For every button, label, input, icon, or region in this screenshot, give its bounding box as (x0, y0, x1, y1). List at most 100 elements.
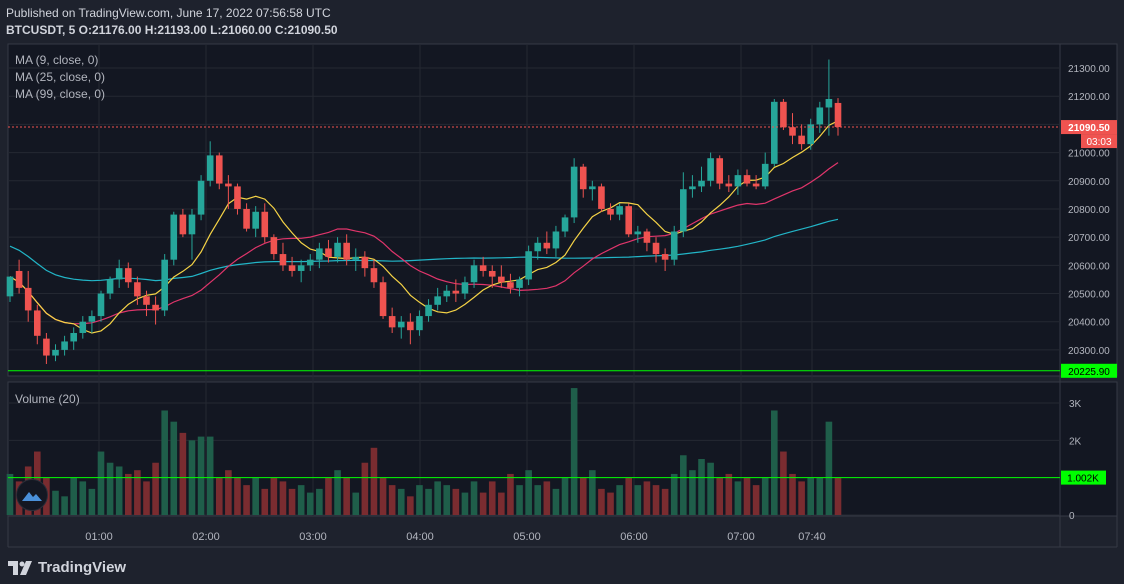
candle-body (134, 282, 141, 297)
volume-bar (761, 477, 769, 515)
volume-bar (598, 488, 605, 515)
candle-body (698, 180, 705, 187)
candle-body (170, 214, 178, 260)
candle-body (252, 211, 259, 229)
volume-bar (825, 421, 833, 515)
volume-bar (707, 462, 714, 515)
volume-bar (789, 473, 796, 515)
price-pane (7, 43, 1118, 377)
volume-tick-label: 2K (1069, 436, 1082, 447)
candle-body (15, 270, 23, 288)
volume-legend[interactable]: Volume (20) (15, 392, 80, 406)
candle-body (561, 217, 569, 232)
volume-bar (225, 470, 232, 515)
ma25-legend[interactable]: MA (25, close, 0) (15, 70, 106, 84)
volume-bar (625, 477, 633, 515)
price-tick-label: 21300.00 (1068, 64, 1110, 75)
candle-body (6, 276, 14, 297)
volume-bar (561, 477, 569, 515)
candle-body (61, 341, 68, 350)
author-avatar[interactable] (16, 479, 48, 511)
volume-bar (124, 473, 132, 515)
candle-body (52, 349, 59, 356)
candle-body (425, 304, 432, 317)
volume-bar (170, 421, 178, 515)
candle-body (734, 175, 742, 187)
time-tick-label: 04:00 (406, 531, 434, 543)
candle-body (525, 251, 532, 280)
candle-body (143, 296, 150, 305)
volume-bar (498, 492, 505, 515)
ma99-line (9, 218, 839, 282)
volume-bar (670, 473, 678, 515)
price-tick-label: 20500.00 (1068, 290, 1110, 301)
volume-bar (798, 481, 805, 515)
volume-bar (306, 492, 314, 515)
volume-bar (743, 477, 751, 515)
candle-body (279, 254, 287, 266)
volume-bar (407, 496, 414, 515)
candle-body (752, 183, 760, 187)
support-tag (1061, 363, 1117, 378)
ma99-legend[interactable]: MA (99, close, 0) (15, 87, 106, 101)
candle-body (297, 265, 305, 271)
candle-body (780, 101, 787, 128)
candle-body (334, 242, 341, 257)
volume-bar (134, 470, 141, 515)
volume-bar (780, 451, 787, 515)
time-tick-label: 05:00 (513, 531, 541, 543)
candle-body (161, 259, 168, 311)
candle-body (689, 186, 696, 190)
candle-body (88, 316, 96, 322)
candle-body (670, 231, 678, 260)
volume-bar (516, 485, 523, 515)
volume-bar (752, 485, 760, 515)
volume-bar (616, 485, 623, 515)
volume-bar (106, 462, 114, 515)
volume-bar (197, 436, 205, 515)
volume-bar (725, 473, 733, 515)
ma9-legend[interactable]: MA (9, close, 0) (15, 53, 99, 67)
candle-body (616, 206, 623, 215)
volume-bar (316, 488, 323, 515)
candle-body (97, 293, 105, 317)
candle-body (79, 321, 87, 333)
candle-body (798, 135, 805, 145)
volume-bar (279, 481, 287, 515)
brand-name: TradingView (38, 559, 127, 576)
candle-body (43, 338, 50, 356)
volume-bar (816, 477, 824, 515)
volume-bar (661, 488, 669, 515)
volume-bar (261, 488, 269, 515)
volume-bar (716, 477, 724, 515)
volume-bar (361, 462, 369, 515)
volume-bar (771, 410, 778, 515)
ma25-line (9, 162, 839, 325)
candle-body (188, 214, 196, 235)
candle-body (33, 310, 41, 336)
candle-body (106, 279, 114, 294)
candle-body (707, 158, 714, 181)
volume-bar (152, 462, 159, 515)
candle-body (270, 237, 278, 255)
candle-body (306, 259, 314, 266)
candle-body (361, 256, 369, 269)
price-tick-label: 20900.00 (1068, 177, 1110, 188)
volume-tick-label: 3K (1069, 399, 1082, 410)
candle-body (288, 265, 296, 271)
volume-bar (507, 473, 514, 515)
candle-body (807, 124, 815, 145)
candle-body (716, 158, 724, 184)
candle-body (443, 290, 451, 297)
candle-body (516, 279, 523, 288)
time-tick-label: 01:00 (85, 531, 113, 543)
volume-bar (416, 485, 423, 515)
volume-bar (52, 490, 59, 515)
volume-hline-tag (1061, 470, 1106, 485)
volume-bar (379, 477, 387, 515)
tradingview-brand[interactable]: TradingView (8, 559, 126, 576)
volume-bar (297, 485, 305, 515)
volume-bar (834, 477, 842, 515)
volume-bar (607, 492, 614, 515)
